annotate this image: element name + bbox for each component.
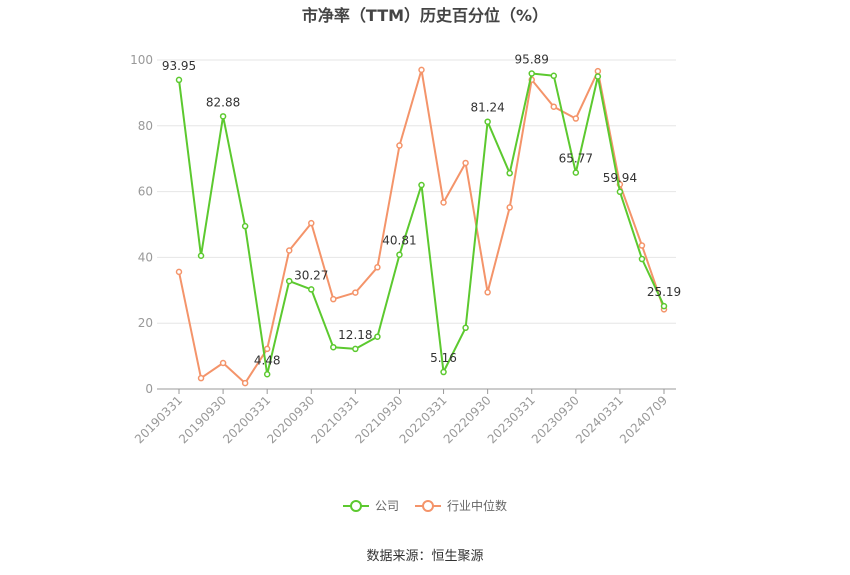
point-company — [616, 188, 624, 196]
point-industry-median — [638, 242, 646, 249]
data-label: 40.81 — [382, 234, 416, 248]
axes: 0204060801002019033120190930202003312020… — [130, 53, 676, 446]
x-tick-label: 20240709 — [617, 393, 670, 446]
point-company — [285, 277, 293, 285]
point-industry-median — [285, 247, 293, 254]
point-company — [528, 70, 535, 77]
y-tick-label: 0 — [145, 382, 153, 396]
point-company — [374, 333, 381, 340]
legend-swatch-industry-icon — [415, 499, 441, 513]
legend-swatch-company-icon — [342, 499, 369, 513]
data-label: 5.16 — [430, 351, 457, 365]
point-company — [352, 345, 359, 353]
point-industry-median — [462, 159, 469, 167]
point-company — [594, 73, 602, 80]
data-label: 59.94 — [603, 171, 637, 185]
point-company — [638, 255, 646, 263]
point-company — [660, 302, 668, 310]
point-company — [550, 72, 558, 80]
legend-label-industry-median: 行业中位数 — [447, 499, 508, 513]
data-label: 81.24 — [470, 101, 504, 115]
point-industry-median — [374, 264, 381, 271]
point-industry-median — [263, 345, 271, 353]
data-label: 4.48 — [254, 353, 281, 367]
data-label: 25.19 — [647, 285, 681, 299]
point-industry-median — [175, 268, 183, 276]
point-industry-median — [219, 359, 227, 367]
point-company — [308, 286, 315, 293]
point-industry-median — [594, 67, 602, 75]
data-label: 30.27 — [294, 268, 328, 282]
point-industry-median — [572, 115, 580, 122]
data-label: 82.88 — [206, 95, 240, 109]
series-line-company — [178, 72, 665, 376]
data-label: 93.95 — [162, 59, 196, 73]
point-company — [462, 324, 469, 332]
point-industry-median — [308, 219, 315, 227]
chart-title: 市净率（TTM）历史百分位（%） — [301, 6, 549, 25]
legend-item-industry-median[interactable]: 行业中位数 — [415, 497, 507, 514]
point-company — [440, 368, 447, 376]
point-industry-median — [352, 289, 359, 296]
point-industry-median — [241, 379, 249, 387]
point-company — [506, 169, 513, 177]
data-source: 数据来源：恒生聚源 — [366, 549, 484, 564]
legend: 公司 行业中位数 — [0, 497, 850, 514]
point-company — [572, 169, 580, 176]
point-industry-median — [418, 66, 425, 74]
data-label: 65.77 — [559, 152, 593, 166]
point-industry-median — [396, 142, 403, 149]
point-company — [241, 222, 249, 230]
point-industry-median — [440, 199, 447, 206]
data-label: 95.89 — [515, 53, 549, 67]
point-company — [330, 343, 337, 351]
y-tick-label: 80 — [138, 119, 153, 133]
y-tick-label: 100 — [130, 53, 153, 67]
series-line-industry-median — [178, 68, 665, 385]
y-tick-label: 60 — [138, 185, 153, 199]
data-labels: 93.95 82.88 4.48 30.27 12.18 40.81 5.16 81.24 95… — [162, 53, 681, 368]
point-company — [484, 118, 491, 125]
legend-item-company[interactable]: 公司 — [342, 497, 399, 514]
point-company — [263, 371, 271, 378]
point-industry-median — [550, 103, 558, 110]
y-tick-label: 20 — [138, 316, 153, 330]
point-industry-median — [484, 289, 491, 296]
point-company — [418, 181, 425, 189]
point-industry-median — [330, 295, 337, 303]
point-industry-median — [197, 374, 205, 382]
grid-lines — [157, 59, 676, 324]
data-label: 12.18 — [338, 328, 372, 342]
point-company — [197, 252, 205, 260]
point-company — [175, 76, 183, 84]
point-company — [219, 113, 227, 120]
series-lines — [175, 66, 668, 387]
point-company — [396, 251, 403, 258]
legend-label-company: 公司 — [374, 499, 399, 513]
y-tick-label: 40 — [138, 250, 153, 264]
point-industry-median — [506, 204, 513, 211]
